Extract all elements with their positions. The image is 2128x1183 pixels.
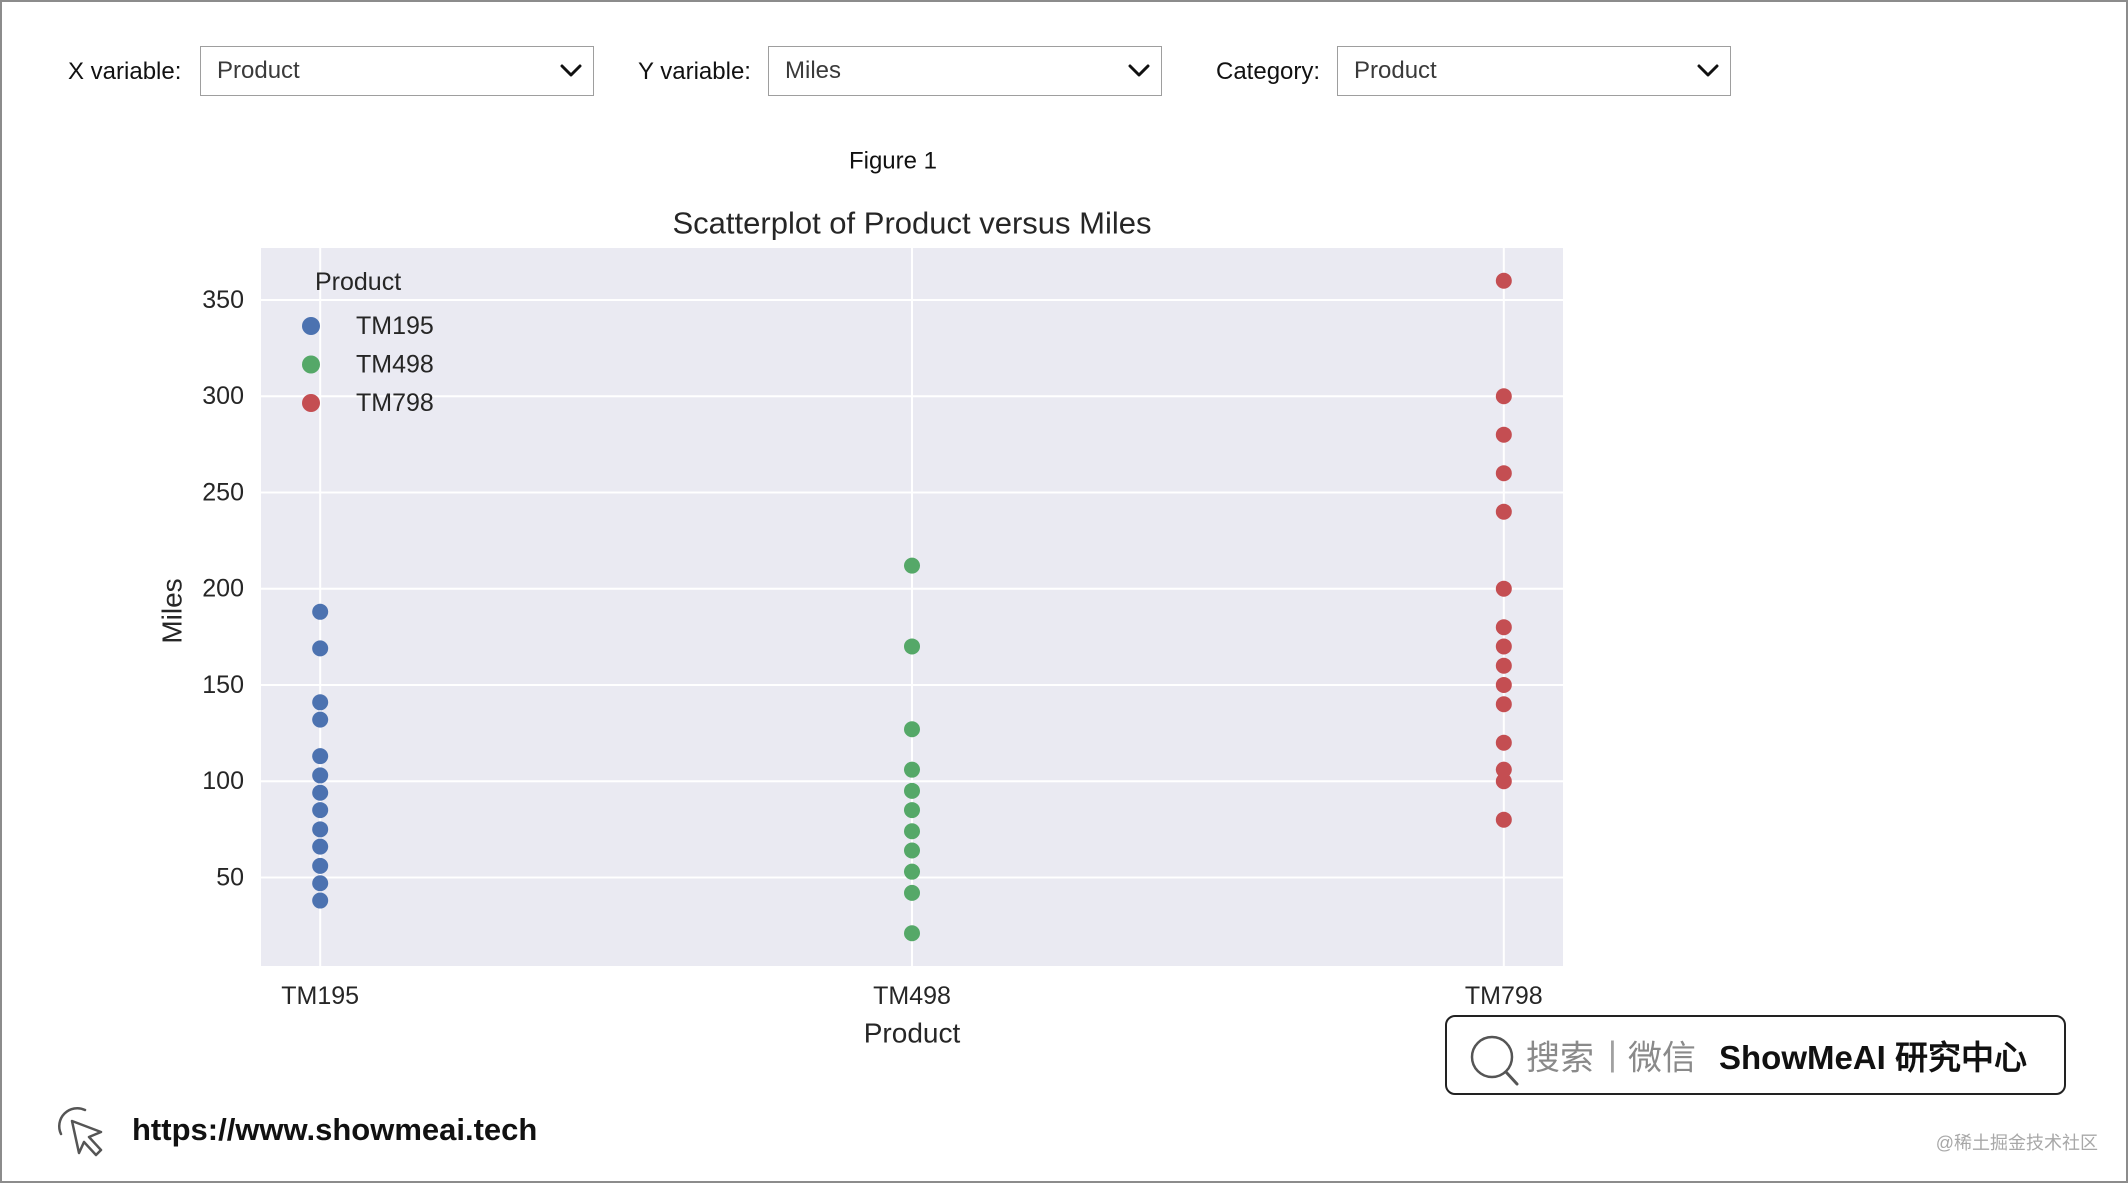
watermark: @稀土掘金技术社区 [1935, 1133, 2098, 1153]
y-axis-ticks: 50 100 150 200 250 300 350 [202, 286, 244, 891]
scatter-point [312, 892, 329, 909]
y-variable-dropdown[interactable]: Miles [768, 46, 1162, 96]
legend-label: TM195 [356, 312, 434, 340]
legend: Product TM195 TM498 TM798 [302, 268, 434, 417]
scatter-point [904, 557, 920, 574]
legend-marker [302, 317, 320, 335]
scatter-point [312, 821, 329, 838]
search-icon [1470, 1035, 1519, 1086]
scatter-point [904, 638, 920, 655]
scatter-point [1495, 761, 1512, 778]
scatter-point [312, 767, 329, 784]
scatterplot-figure: Figure 1 Scatterplot of Product versus M… [157, 148, 1563, 1049]
x-axis-label: Product [864, 1018, 961, 1049]
y-variable-label: Y variable: [638, 58, 751, 85]
y-tick-label: 150 [202, 671, 244, 699]
scatter-point [1495, 465, 1512, 482]
scatter-point [1495, 619, 1512, 636]
scatter-point [312, 711, 329, 728]
scatter-point [312, 875, 329, 892]
scatter-point [1495, 272, 1512, 289]
category-dropdown[interactable]: Product [1337, 46, 1731, 96]
cursor-click-icon [58, 1107, 103, 1157]
website-link[interactable]: https://www.showmeai.tech [132, 1112, 538, 1147]
chevron-down-icon [1128, 64, 1150, 77]
legend-title: Product [315, 268, 401, 296]
data-points [312, 272, 1512, 942]
scatter-point [312, 748, 329, 765]
y-axis-label: Miles [157, 578, 188, 643]
search-box[interactable]: 搜索 | 微信 ShowMeAI 研究中心 [1445, 1015, 2066, 1095]
y-tick-label: 350 [202, 286, 244, 314]
scatter-point [1495, 657, 1512, 674]
scatter-point [1495, 580, 1512, 597]
x-variable-dropdown[interactable]: Product [200, 46, 594, 96]
scatter-point [904, 884, 920, 901]
x-tick-label: TM798 [1465, 982, 1543, 1010]
scatter-point [1495, 696, 1512, 713]
scatter-point [312, 694, 329, 711]
wechat-label: 微信 [1628, 1039, 1696, 1078]
y-tick-label: 250 [202, 478, 244, 506]
scatter-point [312, 784, 329, 801]
scatter-point [904, 863, 920, 880]
scatter-point [1495, 811, 1512, 828]
x-tick-label: TM195 [281, 982, 359, 1010]
scatter-point [904, 782, 920, 799]
search-divider: | [1608, 1035, 1617, 1074]
category-value: Product [1354, 57, 1437, 84]
scatter-point [904, 761, 920, 778]
legend-marker [302, 394, 320, 412]
scatter-point [904, 823, 920, 840]
scatter-point [1495, 638, 1512, 655]
scatter-point [312, 603, 329, 620]
legend-marker [302, 355, 320, 374]
category-label: Category: [1216, 58, 1321, 85]
search-label: 搜索 [1526, 1039, 1594, 1078]
y-tick-label: 300 [202, 382, 244, 410]
x-axis-ticks: TM195 TM498 TM798 [281, 982, 1542, 1010]
y-tick-label: 200 [202, 575, 244, 603]
y-tick-label: 100 [202, 767, 244, 795]
scatter-point [312, 802, 329, 819]
figure-label: Figure 1 [849, 148, 937, 175]
scatter-point [1495, 676, 1512, 693]
scatter-point [904, 721, 920, 738]
gridlines [261, 248, 1563, 966]
scatter-point [1495, 773, 1512, 790]
x-variable-label: X variable: [68, 58, 182, 85]
chevron-down-icon [560, 64, 582, 77]
scatter-point [312, 838, 329, 855]
legend-label: TM498 [356, 351, 434, 379]
x-variable-value: Product [217, 57, 300, 84]
scatter-point [904, 925, 920, 942]
y-variable-value: Miles [785, 57, 842, 84]
legend-label: TM798 [356, 389, 434, 417]
chart-title: Scatterplot of Product versus Miles [673, 206, 1152, 241]
scatter-point [1495, 734, 1512, 751]
scatter-point [904, 842, 920, 859]
scatter-point [1495, 388, 1512, 405]
scatter-point [1495, 426, 1512, 443]
y-tick-label: 50 [216, 863, 244, 891]
chevron-down-icon [1697, 64, 1719, 77]
scatter-point [1495, 503, 1512, 520]
x-tick-label: TM498 [873, 982, 951, 1010]
scatter-point [312, 857, 329, 874]
scatter-point [312, 640, 329, 657]
brand-name: ShowMeAI 研究中心 [1719, 1039, 2028, 1076]
scatter-point [904, 802, 920, 819]
